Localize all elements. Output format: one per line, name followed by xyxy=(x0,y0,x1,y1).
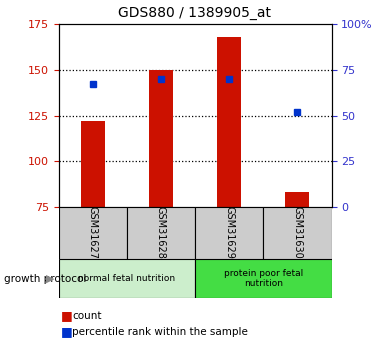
Text: percentile rank within the sample: percentile rank within the sample xyxy=(72,327,248,337)
Text: ▶: ▶ xyxy=(46,274,54,284)
Text: GSM31630: GSM31630 xyxy=(292,207,302,259)
Bar xyxy=(58,259,195,298)
Text: count: count xyxy=(72,311,102,321)
Text: GSM31629: GSM31629 xyxy=(224,206,234,259)
Text: protein poor fetal
nutrition: protein poor fetal nutrition xyxy=(223,269,303,288)
Bar xyxy=(149,70,173,207)
Text: growth protocol: growth protocol xyxy=(4,274,86,284)
Bar xyxy=(285,193,309,207)
Text: GSM31628: GSM31628 xyxy=(156,206,166,259)
Text: ■: ■ xyxy=(60,325,72,338)
Bar xyxy=(127,207,195,259)
Text: GSM31627: GSM31627 xyxy=(88,206,98,259)
Title: GDS880 / 1389905_at: GDS880 / 1389905_at xyxy=(119,6,271,20)
Bar xyxy=(195,207,263,259)
Bar xyxy=(263,207,332,259)
Text: normal fetal nutrition: normal fetal nutrition xyxy=(78,274,176,283)
Bar xyxy=(81,121,105,207)
Text: ■: ■ xyxy=(60,309,72,322)
Bar xyxy=(217,37,241,207)
Bar xyxy=(195,259,332,298)
Bar xyxy=(58,207,127,259)
